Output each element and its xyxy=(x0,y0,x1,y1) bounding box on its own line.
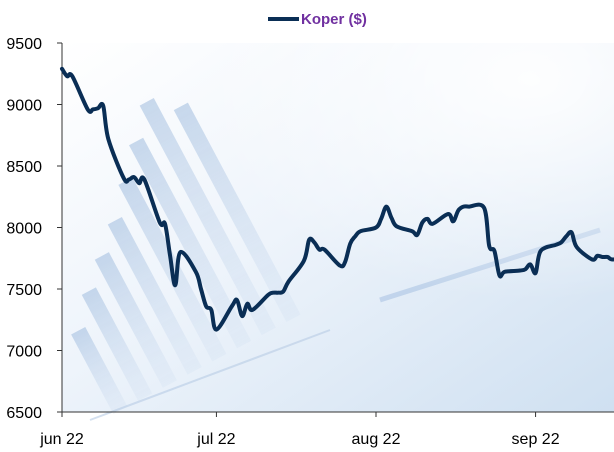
x-tick-label: jul 22 xyxy=(196,431,235,448)
y-tick-label: 7500 xyxy=(6,282,42,299)
series-line-koper xyxy=(60,66,614,332)
x-tick-label: jun 22 xyxy=(39,431,84,448)
y-axis: 6500 7000 7500 8000 8500 9000 9500 xyxy=(6,36,62,422)
x-tick-label: aug 22 xyxy=(352,431,401,448)
x-tick-label: sep 22 xyxy=(512,431,560,448)
y-tick-label: 8500 xyxy=(6,159,42,176)
background-image xyxy=(62,43,614,421)
legend-label: Koper ($) xyxy=(301,11,367,28)
y-tick-label: 9000 xyxy=(6,98,42,115)
legend: Koper ($) xyxy=(268,11,367,28)
y-tick-label: 6500 xyxy=(6,405,42,422)
y-tick-label: 8000 xyxy=(6,221,42,238)
y-tick-label: 7000 xyxy=(6,344,42,361)
x-axis: jun 22 jul 22 aug 22 sep 22 xyxy=(39,412,560,448)
y-tick-label: 9500 xyxy=(6,36,42,53)
series-layer xyxy=(60,66,614,332)
